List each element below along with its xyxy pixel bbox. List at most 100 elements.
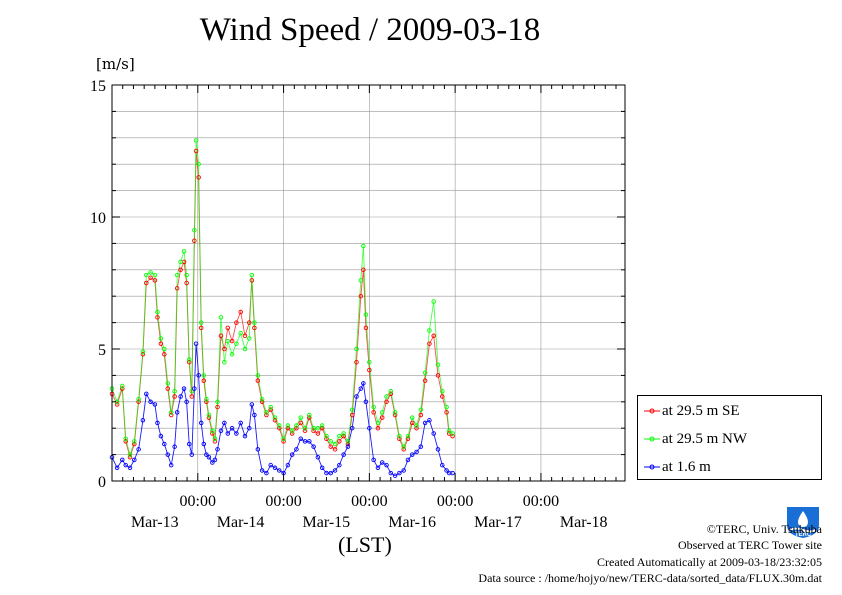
data-point-0 xyxy=(264,412,269,418)
data-point-0 xyxy=(229,338,235,344)
data-point-0 xyxy=(371,410,376,415)
legend-item-se: at 29.5 m SE xyxy=(638,401,821,421)
data-point-1 xyxy=(242,346,248,352)
data-point-0 xyxy=(255,378,261,383)
data-point-2 xyxy=(172,444,177,449)
data-point-0 xyxy=(384,399,389,405)
data-point-2 xyxy=(427,418,432,423)
data-point-0 xyxy=(272,418,278,423)
data-point-0 xyxy=(367,367,372,373)
data-point-2 xyxy=(315,454,321,460)
data-point-1 xyxy=(281,436,286,442)
data-point-1 xyxy=(174,272,180,278)
data-point-0 xyxy=(132,441,137,447)
data-point-0 xyxy=(152,278,158,283)
x-tick-label-time: 00:00 xyxy=(265,493,301,510)
data-point-0 xyxy=(172,394,177,399)
data-point-2 xyxy=(204,452,209,457)
x-tick-label-time: 00:00 xyxy=(351,493,387,510)
data-point-2 xyxy=(405,457,411,463)
data-point-1 xyxy=(307,412,312,418)
data-point-1 xyxy=(298,415,303,420)
data-point-1 xyxy=(201,373,207,378)
data-point-2 xyxy=(435,447,441,452)
data-point-0 xyxy=(410,420,415,426)
data-point-0 xyxy=(127,454,133,460)
data-point-2 xyxy=(397,470,402,476)
data-point-2 xyxy=(144,391,149,397)
data-point-1 xyxy=(358,278,364,283)
data-point-2 xyxy=(178,394,183,399)
data-point-0 xyxy=(201,378,207,383)
data-point-2 xyxy=(268,462,273,468)
data-point-1 xyxy=(367,359,372,365)
data-point-2 xyxy=(392,473,398,478)
data-point-0 xyxy=(144,280,149,286)
x-tick-label-time: 00:00 xyxy=(437,493,473,510)
data-point-0 xyxy=(375,425,381,431)
data-point-2 xyxy=(193,341,199,346)
data-point-1 xyxy=(446,428,452,434)
data-point-1 xyxy=(193,138,199,143)
data-point-2 xyxy=(345,444,351,449)
data-point-2 xyxy=(206,454,212,460)
data-point-0 xyxy=(337,439,342,444)
data-point-0 xyxy=(234,320,239,325)
data-point-0 xyxy=(259,399,265,405)
data-point-0 xyxy=(148,275,153,280)
data-point-0 xyxy=(136,399,141,405)
data-point-1 xyxy=(388,388,394,394)
data-point-2 xyxy=(388,470,394,476)
x-tick-label-time: 00:00 xyxy=(180,493,216,510)
x-tick-label-date: Mar-14 xyxy=(217,514,265,531)
data-point-0 xyxy=(361,267,366,273)
data-point-2 xyxy=(379,460,385,465)
legend-symbol-nw xyxy=(644,436,660,442)
x-tick-label-date: Mar-18 xyxy=(560,514,608,531)
data-point-1 xyxy=(422,370,428,376)
data-point-1 xyxy=(332,441,338,447)
data-point-1 xyxy=(324,433,329,439)
data-point-0 xyxy=(401,447,406,452)
data-point-2 xyxy=(174,410,180,415)
data-point-2 xyxy=(264,470,269,476)
data-point-2 xyxy=(192,386,197,391)
data-point-2 xyxy=(215,447,220,452)
data-point-0 xyxy=(218,333,224,339)
data-point-0 xyxy=(328,444,334,449)
data-point-1 xyxy=(277,423,282,428)
data-point-1 xyxy=(371,404,376,410)
data-point-0 xyxy=(215,404,220,410)
data-point-0 xyxy=(120,386,125,391)
data-point-1 xyxy=(162,346,167,352)
data-point-0 xyxy=(392,412,398,418)
data-point-2 xyxy=(361,381,366,386)
data-point-2 xyxy=(324,470,329,476)
legend-label-low: at 1.6 m xyxy=(662,459,711,475)
data-point-0 xyxy=(341,433,346,439)
y-tick-label: 0 xyxy=(98,474,106,491)
x-tick-label-date: Mar-15 xyxy=(303,514,351,531)
data-point-0 xyxy=(206,415,212,420)
y-tick-label: 5 xyxy=(98,342,106,359)
data-point-1 xyxy=(289,428,295,434)
data-point-2 xyxy=(136,447,141,452)
data-point-0 xyxy=(212,439,218,444)
data-point-2 xyxy=(140,418,146,423)
data-point-0 xyxy=(165,386,171,391)
data-point-1 xyxy=(215,399,220,405)
data-point-2 xyxy=(247,425,252,431)
data-point-1 xyxy=(337,433,342,439)
data-point-0 xyxy=(178,267,183,273)
data-point-2 xyxy=(162,441,167,447)
x-axis-label: (LST) xyxy=(338,532,392,557)
data-point-1 xyxy=(189,388,195,394)
data-point-1 xyxy=(168,410,174,415)
data-point-0 xyxy=(140,352,146,357)
series-points xyxy=(109,138,455,478)
data-point-2 xyxy=(114,465,120,471)
data-point-0 xyxy=(302,428,308,434)
data-point-0 xyxy=(268,407,273,412)
data-point-0 xyxy=(298,420,303,426)
data-point-0 xyxy=(155,315,160,320)
